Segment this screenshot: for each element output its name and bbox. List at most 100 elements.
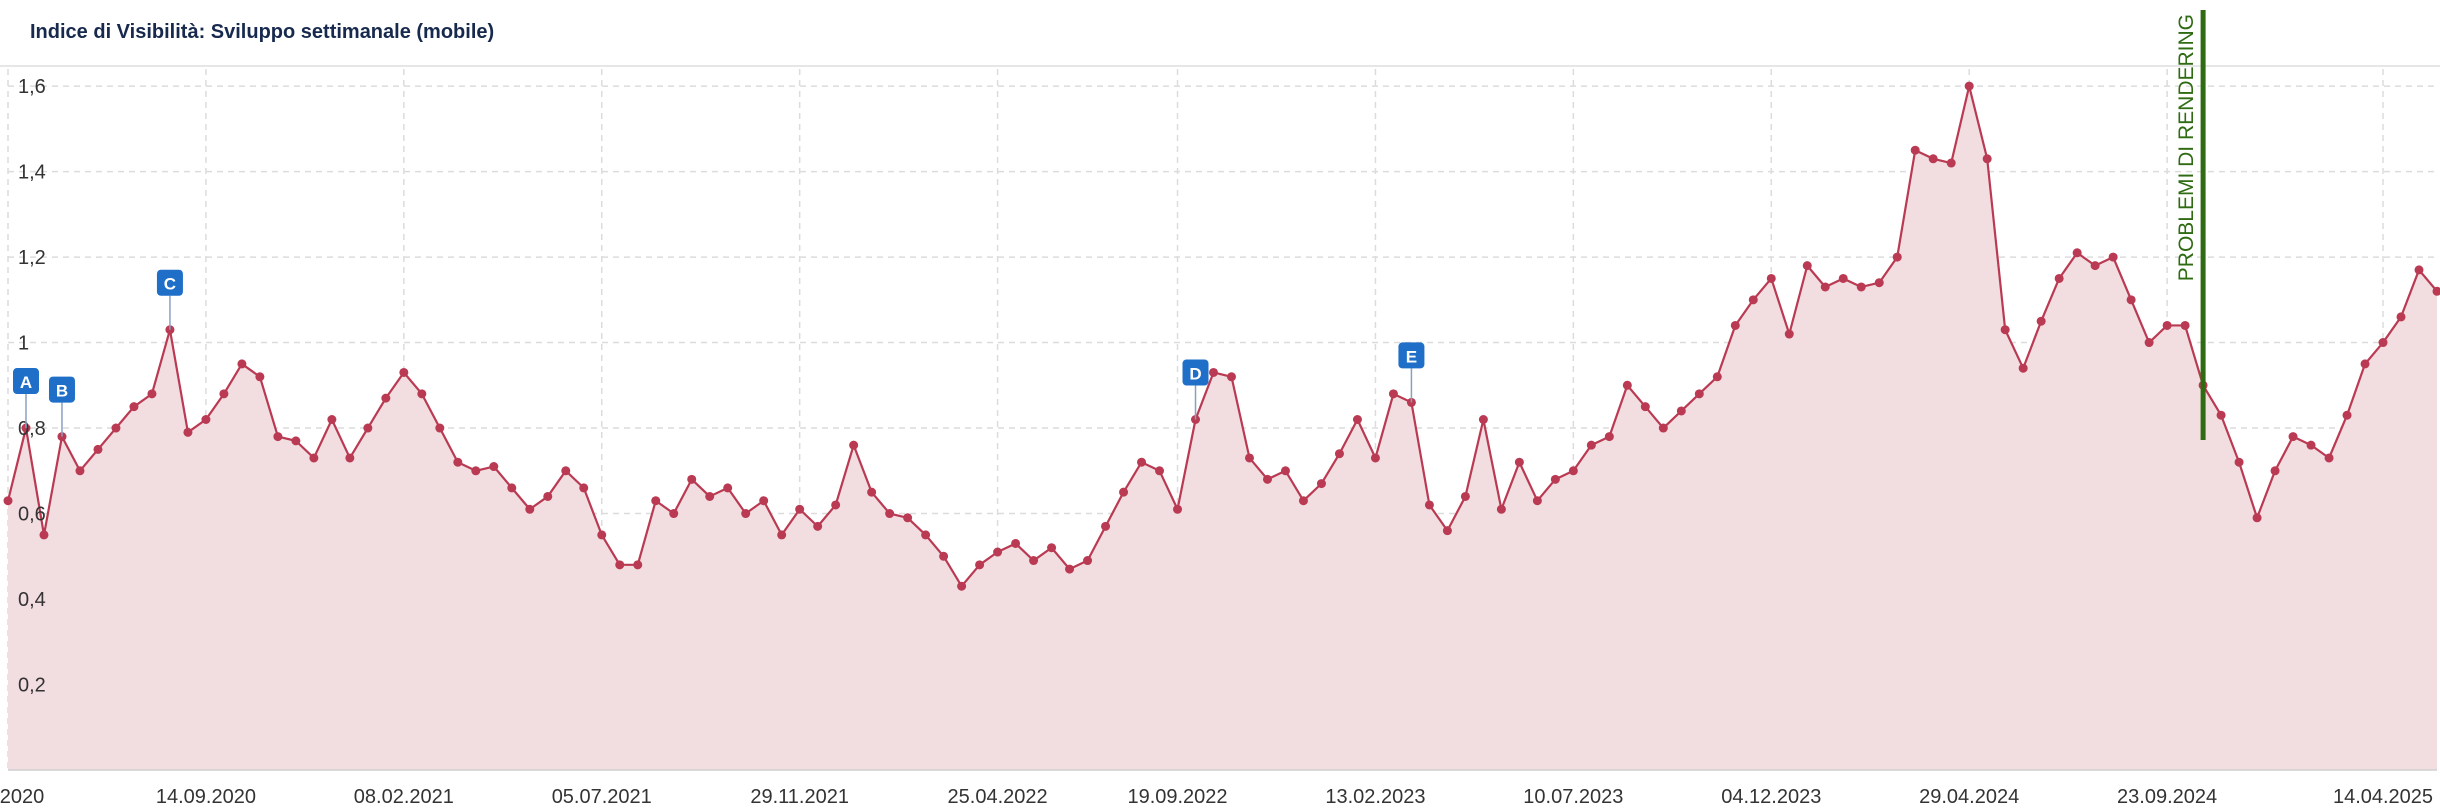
point — [111, 423, 121, 433]
x-tick-label: 23.09.2024 — [2117, 786, 2217, 808]
point — [1334, 449, 1344, 459]
point — [849, 440, 859, 450]
point — [381, 393, 391, 403]
point — [93, 444, 103, 454]
point — [723, 483, 733, 493]
x-tick-label: 29.11.2021 — [750, 786, 849, 808]
point — [1550, 474, 1560, 484]
flag-label: C — [164, 275, 176, 294]
y-tick-label: 1,6 — [18, 76, 46, 98]
point — [1137, 457, 1147, 467]
point — [1442, 526, 1452, 536]
x-tick-label: 19.09.2022 — [1127, 786, 1227, 808]
point — [1604, 432, 1614, 442]
point — [237, 359, 247, 369]
point — [1982, 154, 1992, 164]
point — [183, 427, 193, 437]
point — [597, 530, 607, 540]
point — [759, 496, 769, 506]
x-tick-label: 25.04.2022 — [948, 786, 1048, 808]
point — [975, 560, 985, 570]
x-tick-label: 13.02.2023 — [1325, 786, 1425, 808]
x-tick-label: 04.12.2023 — [1721, 786, 1821, 808]
point — [2432, 286, 2440, 296]
point — [417, 389, 427, 399]
point — [867, 487, 877, 497]
point — [2108, 252, 2118, 262]
flag — [156, 269, 183, 296]
y-tick-label: 1 — [18, 333, 29, 355]
point — [1946, 158, 1956, 168]
area — [8, 86, 2437, 771]
point — [1047, 543, 1057, 553]
point — [957, 581, 967, 591]
flag-label: B — [56, 382, 68, 401]
point — [1856, 282, 1866, 292]
y-tick-label: 0,6 — [18, 504, 46, 526]
point — [2144, 338, 2154, 348]
point — [2054, 273, 2064, 283]
point — [615, 560, 625, 570]
point — [399, 367, 409, 377]
line — [6, 85, 2438, 588]
y-tick-label: 1,4 — [18, 162, 46, 184]
x-tick-label: 05.07.2021 — [552, 786, 652, 808]
point — [291, 436, 301, 446]
point — [1119, 487, 1129, 497]
point — [561, 466, 571, 476]
point — [1838, 273, 1848, 283]
point — [2090, 261, 2100, 271]
point — [1478, 415, 1488, 424]
point — [633, 560, 643, 570]
point — [1532, 496, 1542, 506]
point — [1460, 491, 1470, 501]
point — [471, 466, 481, 476]
point — [327, 415, 337, 424]
point — [2126, 295, 2136, 305]
point — [1011, 538, 1021, 548]
point — [543, 491, 553, 501]
point — [1155, 466, 1165, 476]
point — [1910, 145, 1920, 155]
point — [903, 513, 913, 523]
point — [1766, 273, 1776, 283]
point — [1658, 423, 1668, 433]
y-tick-label: 0,2 — [18, 675, 46, 697]
point — [1802, 261, 1812, 271]
point — [1496, 504, 1506, 514]
point — [39, 530, 49, 540]
point — [1730, 320, 1740, 330]
point — [1784, 329, 1794, 339]
x-tick-label: 29.04.2024 — [1919, 786, 2019, 808]
chart-title: Indice di Visibilità: Sviluppo settimana… — [30, 21, 494, 43]
point — [705, 491, 715, 501]
point — [1568, 466, 1578, 476]
point — [2360, 359, 2370, 369]
y-tick-label: 0,4 — [18, 589, 46, 611]
point — [1820, 282, 1830, 292]
point — [2288, 432, 2298, 442]
point — [1316, 479, 1326, 489]
point — [651, 496, 661, 506]
point — [2000, 325, 2010, 335]
point — [2216, 410, 2226, 420]
point — [1892, 252, 1902, 262]
point — [1586, 440, 1596, 450]
point — [2252, 513, 2262, 523]
annotation-text: PROBLEMI DI RENDERING — [2175, 14, 2198, 281]
point — [1029, 556, 1039, 566]
flag-label: D — [1189, 365, 1201, 384]
point — [2270, 466, 2280, 476]
point — [201, 415, 211, 424]
flag — [1398, 342, 1425, 369]
point — [2342, 410, 2352, 420]
point — [795, 504, 805, 514]
point — [309, 453, 319, 463]
point — [345, 453, 355, 463]
point — [1712, 372, 1722, 382]
point — [2396, 312, 2406, 322]
point — [1065, 564, 1075, 574]
point — [1928, 154, 1938, 164]
point — [489, 462, 499, 472]
x-tick-label: 14.09.2020 — [156, 786, 256, 808]
